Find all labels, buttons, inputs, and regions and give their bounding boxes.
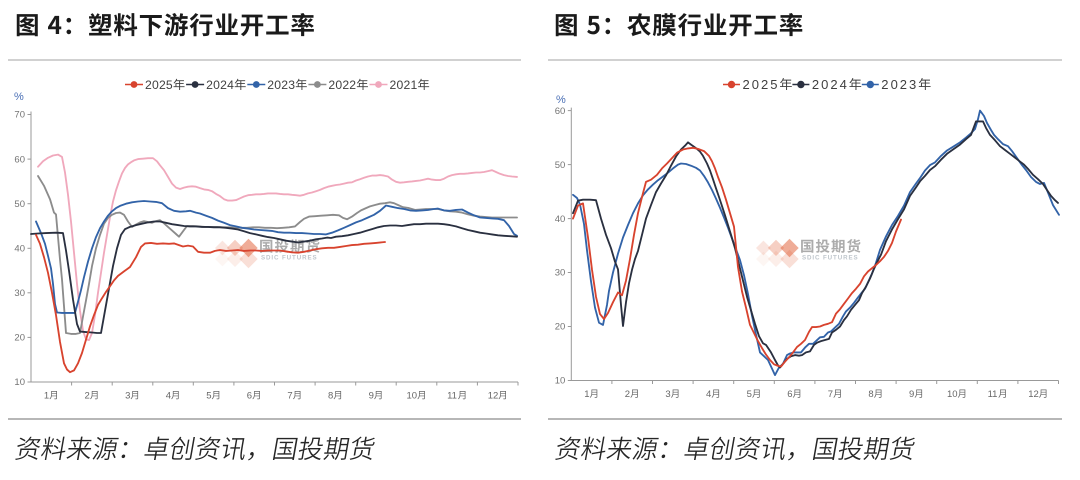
svg-text:11: 11 <box>988 389 998 400</box>
svg-text:12: 12 <box>488 391 499 402</box>
svg-text:2: 2 <box>85 391 90 402</box>
svg-text:2: 2 <box>625 389 630 400</box>
svg-text:2: 2 <box>159 78 166 92</box>
svg-text:9: 9 <box>369 391 374 402</box>
svg-text:2: 2 <box>830 77 837 92</box>
svg-text:1: 1 <box>44 391 49 402</box>
svg-text:40: 40 <box>14 244 25 255</box>
svg-text:20: 20 <box>555 322 566 333</box>
svg-text:30: 30 <box>14 288 25 299</box>
svg-text:0: 0 <box>152 78 159 92</box>
svg-text:0: 0 <box>752 77 759 92</box>
svg-text:5: 5 <box>770 77 777 92</box>
svg-text:0: 0 <box>821 77 828 92</box>
svg-text:SDIC FUTURES: SDIC FUTURES <box>261 255 318 262</box>
svg-text:2: 2 <box>743 77 750 92</box>
svg-text:%: % <box>14 91 24 103</box>
svg-text:0: 0 <box>213 78 220 92</box>
svg-text:2: 2 <box>349 78 356 92</box>
svg-text:40: 40 <box>555 214 566 225</box>
svg-text:5: 5 <box>747 389 752 400</box>
svg-text:8: 8 <box>328 391 333 402</box>
svg-text:6: 6 <box>247 391 252 402</box>
svg-text:0: 0 <box>397 78 404 92</box>
svg-text:3: 3 <box>665 389 670 400</box>
svg-text:2: 2 <box>881 77 888 92</box>
svg-text:2: 2 <box>328 78 335 92</box>
svg-text:30: 30 <box>555 268 566 279</box>
svg-text:10: 10 <box>407 391 418 402</box>
svg-text:10: 10 <box>14 377 25 388</box>
svg-text:0: 0 <box>891 77 898 92</box>
svg-text:7: 7 <box>287 391 292 402</box>
svg-text:2: 2 <box>342 78 349 92</box>
svg-text:0: 0 <box>335 78 342 92</box>
svg-text:1: 1 <box>584 389 589 400</box>
svg-text:2: 2 <box>145 78 152 92</box>
svg-text:7: 7 <box>828 389 833 400</box>
svg-text:2: 2 <box>404 78 411 92</box>
svg-text:20: 20 <box>14 333 25 344</box>
svg-text:5: 5 <box>166 78 173 92</box>
svg-text:2: 2 <box>900 77 907 92</box>
svg-text:5: 5 <box>206 391 211 402</box>
svg-text:4: 4 <box>227 78 234 92</box>
svg-text:9: 9 <box>909 389 914 400</box>
svg-text:4: 4 <box>706 389 711 400</box>
svg-text:12: 12 <box>1028 389 1039 400</box>
svg-text:2: 2 <box>206 78 213 92</box>
svg-text:10: 10 <box>947 389 958 400</box>
svg-text:50: 50 <box>14 199 25 210</box>
svg-text:2: 2 <box>390 78 397 92</box>
svg-text:3: 3 <box>909 77 916 92</box>
svg-text:4: 4 <box>166 391 171 402</box>
svg-text:60: 60 <box>14 154 25 165</box>
svg-text:SDIC FUTURES: SDIC FUTURES <box>802 255 859 262</box>
svg-text:50: 50 <box>555 160 566 171</box>
svg-text:%: % <box>556 94 566 106</box>
svg-text:0: 0 <box>274 78 281 92</box>
svg-text:11: 11 <box>447 391 457 402</box>
svg-text:2: 2 <box>267 78 274 92</box>
svg-text:70: 70 <box>14 110 25 121</box>
svg-text:60: 60 <box>555 106 566 117</box>
svg-text:3: 3 <box>125 391 130 402</box>
svg-text:4: 4 <box>840 77 847 92</box>
svg-text:10: 10 <box>555 376 566 387</box>
svg-text:2: 2 <box>220 78 227 92</box>
svg-text:3: 3 <box>288 78 295 92</box>
svg-text:1: 1 <box>411 78 418 92</box>
svg-text:2: 2 <box>761 77 768 92</box>
svg-text:8: 8 <box>868 389 873 400</box>
svg-text:6: 6 <box>787 389 792 400</box>
svg-text:2: 2 <box>281 78 288 92</box>
svg-text:2: 2 <box>812 77 819 92</box>
